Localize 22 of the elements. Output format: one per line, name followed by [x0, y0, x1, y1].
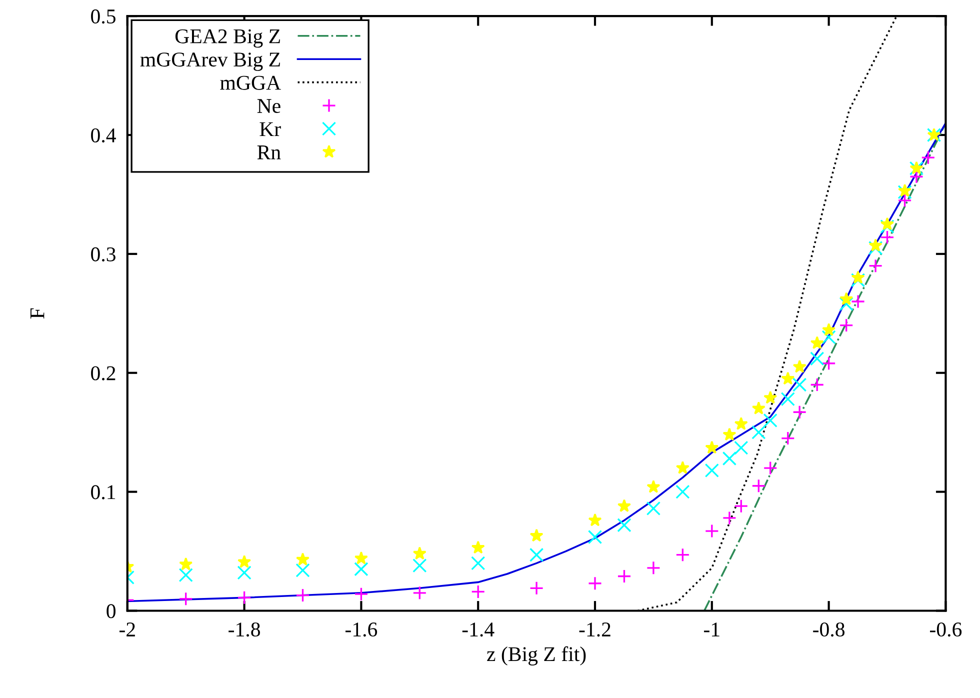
y-tick-label: 0.1 — [91, 485, 116, 500]
legend-label: Kr — [260, 122, 281, 136]
x-tick-label: -2 — [120, 622, 135, 636]
x-axis-title: z (Big Z fit) — [487, 646, 586, 666]
legend-label: Ne — [257, 99, 280, 114]
x-tick-label: -0.8 — [813, 622, 844, 637]
x-tick-label: -1.6 — [345, 622, 378, 637]
x-tick-label: -1.4 — [462, 622, 494, 637]
legend-label: GEA2 Big Z — [175, 29, 280, 48]
y-axis-title: F — [30, 308, 44, 319]
legend-label: Rn — [257, 146, 281, 160]
legend-label: mGGA — [220, 76, 281, 90]
x-tick-label: -1.8 — [228, 622, 260, 637]
y-tick-label: 0.4 — [91, 128, 116, 143]
y-tick-label: 0.3 — [91, 247, 116, 262]
y-tick-label: 0.5 — [91, 9, 116, 24]
x-tick-label: -1 — [704, 622, 720, 636]
y-tick-label: 0 — [106, 604, 116, 618]
x-tick-label: -1.2 — [579, 622, 610, 637]
legend-label: mGGArev Big Z — [140, 52, 280, 71]
x-tick-label: -0.6 — [930, 622, 962, 637]
y-tick-label: 0.2 — [91, 366, 116, 380]
